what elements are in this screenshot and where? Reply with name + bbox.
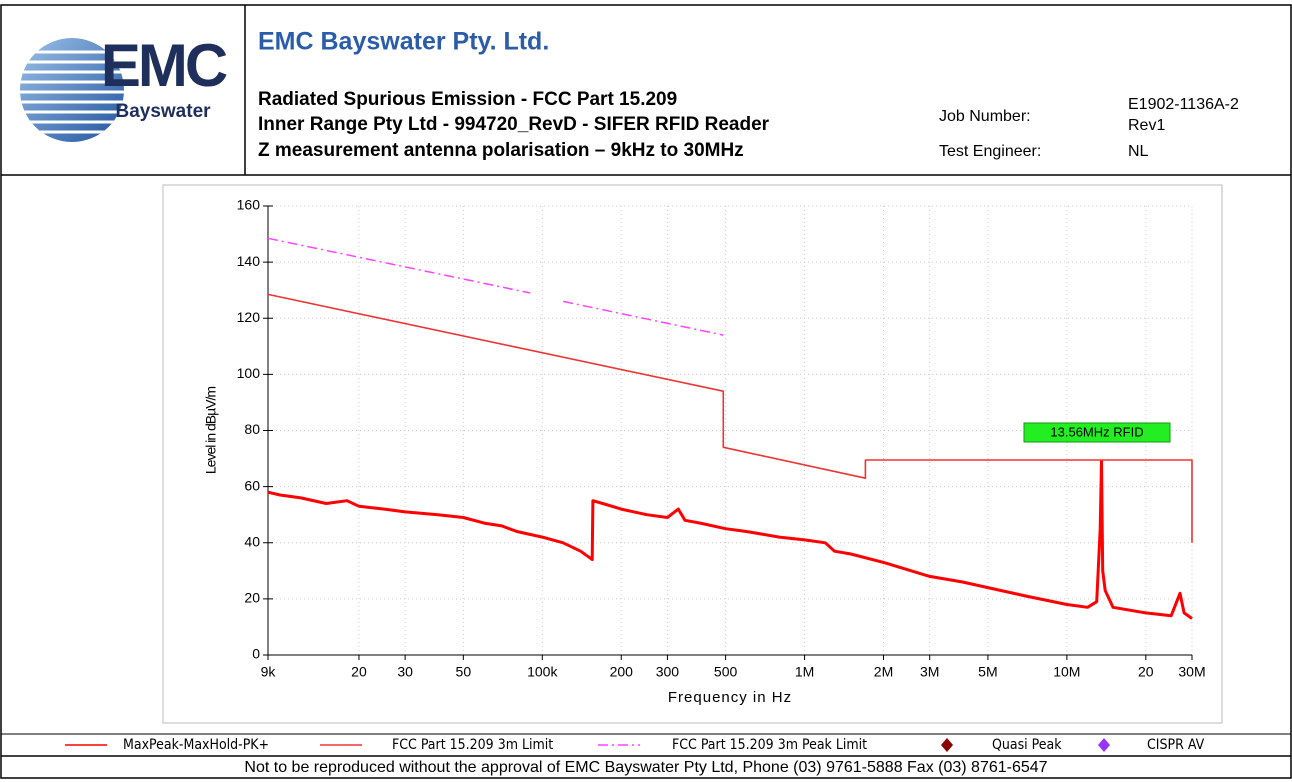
job-value: E1902-1136A-2 [1128,96,1239,113]
series-line [267,237,724,336]
annotation-box [1023,422,1171,443]
x-tick-label: 300 [656,664,680,680]
legend-marker [941,738,953,752]
annotation: 13.56MHz RFID [1050,424,1143,439]
y-tick-label: 20 [244,590,260,606]
x-tick-label: 200 [610,664,634,680]
legend-marker [1098,738,1110,752]
x-tick-label: 5M [978,664,997,680]
x-tick-label: 3M [920,664,939,680]
job-value: Rev1 [1128,117,1165,134]
y-tick-label: 80 [244,421,260,437]
engineer-label: Test Engineer: [939,143,1041,160]
x-tick-label: 100k [527,664,558,680]
x-tick-label: 10M [1053,664,1080,680]
report-line: Z measurement antenna polarisation – 9kH… [258,140,744,161]
footer: Not to be reproduced without the approva… [244,759,1047,776]
legend-label: FCC Part 15.209 3m Limit [392,737,553,753]
report-line: Inner Range Pty Ltd - 994720_RevD - SIFE… [258,114,770,135]
legend-label: Quasi Peak [992,737,1062,753]
y-tick-label: 120 [237,309,261,325]
x-tick-label: 50 [456,664,472,680]
job-label: Job Number: [939,108,1031,125]
y-axis-label: Level in dBµV/m [203,387,219,475]
y-tick-label: 160 [237,197,261,213]
legend-label: MaxPeak-MaxHold-PK+ [123,737,269,753]
legend-label: FCC Part 15.209 3m Peak Limit [672,737,867,753]
logo-text: EMC [101,32,227,99]
x-axis-label: Frequency in Hz [668,689,792,706]
company-name: EMC Bayswater Pty. Ltd. [258,28,549,56]
series-line [267,293,1193,543]
page-border [0,4,1292,779]
y-tick-label: 0 [252,646,260,662]
x-tick-label: 30M [1178,664,1205,680]
engineer-value: NL [1128,143,1149,160]
y-tick-label: 140 [237,253,261,269]
y-tick-label: 60 [244,477,260,493]
y-tick-label: 100 [237,365,261,381]
x-tick-label: 20 [1138,664,1154,680]
legend-label: CISPR AV [1147,737,1205,753]
x-tick-label: 30 [397,664,413,680]
x-tick-label: 9k [261,664,277,680]
x-tick-label: 1M [795,664,814,680]
series-line [267,459,1193,620]
chart-frame [162,184,1223,724]
logo-subtext: Bayswater [115,101,211,122]
y-tick-label: 40 [244,533,260,549]
x-tick-label: 2M [874,664,893,680]
x-tick-label: 20 [351,664,367,680]
report-line: Radiated Spurious Emission - FCC Part 15… [258,89,677,110]
x-tick-label: 500 [714,664,738,680]
